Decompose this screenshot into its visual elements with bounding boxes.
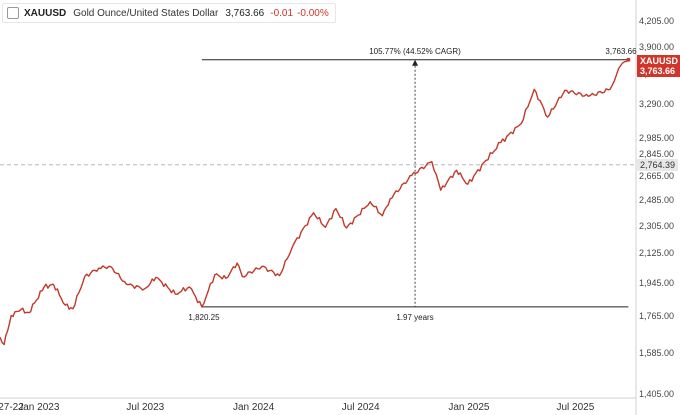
chart-legend[interactable]: XAUUSD Gold Ounce/United States Dollar 3…	[2, 3, 336, 23]
y-tick-label: 2,125.00	[639, 248, 675, 259]
measure-arrow-icon	[412, 59, 419, 66]
legend-description: Gold Ounce/United States Dollar	[73, 7, 219, 19]
y-tick-label: 1,765.00	[639, 311, 675, 322]
y-tick-label: 3,900.00	[639, 41, 675, 52]
x-tick-label: Jan 2025	[448, 402, 490, 413]
current-price-value: 3,763.66	[640, 66, 676, 76]
x-tick-label: Jul 2023	[126, 402, 165, 413]
legend-change-percent: -0.00%	[297, 7, 329, 19]
y-tick-label: 1,945.00	[639, 278, 675, 289]
x-tick-label: Jan 2024	[232, 402, 275, 413]
y-tick-label: 1,585.00	[639, 347, 675, 358]
legend-change: -0.01	[270, 7, 294, 19]
y-tick-label: 1,405.00	[639, 389, 675, 399]
measure-change-label: 105.77% (44.52% CAGR)	[369, 47, 461, 56]
x-tick-label: Jan 2023	[18, 402, 60, 413]
legend-last-price: 3,763.66	[225, 7, 265, 19]
y-tick-label: 2,985.00	[639, 132, 675, 143]
y-tick-label: 2,845.00	[639, 148, 675, 159]
measure-start-value: 1,820.25	[188, 313, 220, 322]
legend-symbol[interactable]: XAUUSD	[24, 7, 67, 19]
series-visibility-checkbox[interactable]	[7, 7, 19, 19]
price-series-line[interactable]	[0, 59, 629, 346]
measure-end-value: 3,763.66	[605, 47, 637, 56]
x-tick-label: Jul 2025	[556, 402, 595, 413]
current-price-tag: XAUUSD 3,763.66	[637, 55, 680, 77]
last-price-dot	[626, 57, 631, 62]
y-tick-label: 2,665.00	[639, 171, 675, 182]
x-tick-label: 27-22	[0, 402, 24, 413]
y-tick-label: 4,205.00	[639, 16, 675, 26]
x-tick-label: Jul 2024	[341, 402, 380, 413]
y-tick-label: 2,485.00	[639, 194, 675, 205]
crosshair-price-tag: 2,764.39	[637, 158, 679, 171]
current-price-symbol: XAUUSD	[640, 56, 679, 66]
measure-duration: 1.97 years	[396, 313, 434, 322]
y-tick-label: 3,290.00	[639, 99, 675, 110]
y-tick-label: 2,305.00	[639, 220, 675, 231]
